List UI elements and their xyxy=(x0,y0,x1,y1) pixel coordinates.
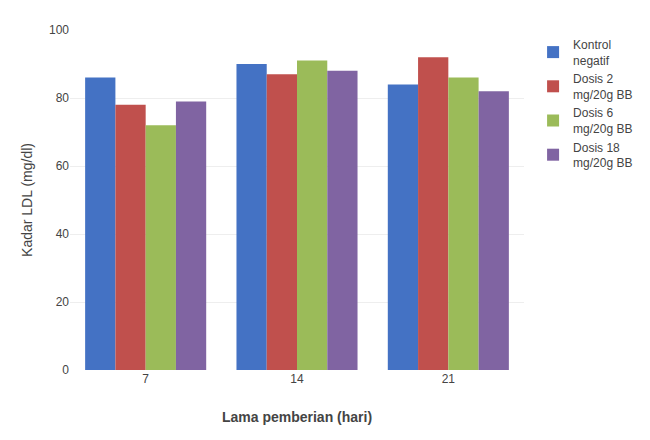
svg-text:20: 20 xyxy=(56,295,70,309)
svg-text:Kontrolnegatif: Kontrolnegatif xyxy=(573,38,611,68)
svg-text:Lama pemberian (hari): Lama pemberian (hari) xyxy=(222,409,372,425)
svg-text:Dosis 18mg/20g BB: Dosis 18mg/20g BB xyxy=(573,141,632,171)
svg-text:60: 60 xyxy=(56,159,70,173)
svg-text:0: 0 xyxy=(62,363,69,377)
svg-text:Dosis 2mg/20g BB: Dosis 2mg/20g BB xyxy=(573,72,632,102)
svg-text:Kadar LDL (mg/dl): Kadar LDL (mg/dl) xyxy=(19,143,35,257)
svg-text:14: 14 xyxy=(290,372,304,386)
svg-text:40: 40 xyxy=(56,227,70,241)
svg-text:Dosis 6mg/20g BB: Dosis 6mg/20g BB xyxy=(573,106,632,136)
svg-text:80: 80 xyxy=(56,91,70,105)
svg-text:7: 7 xyxy=(142,372,149,386)
svg-text:21: 21 xyxy=(442,372,456,386)
svg-text:100: 100 xyxy=(49,23,69,37)
